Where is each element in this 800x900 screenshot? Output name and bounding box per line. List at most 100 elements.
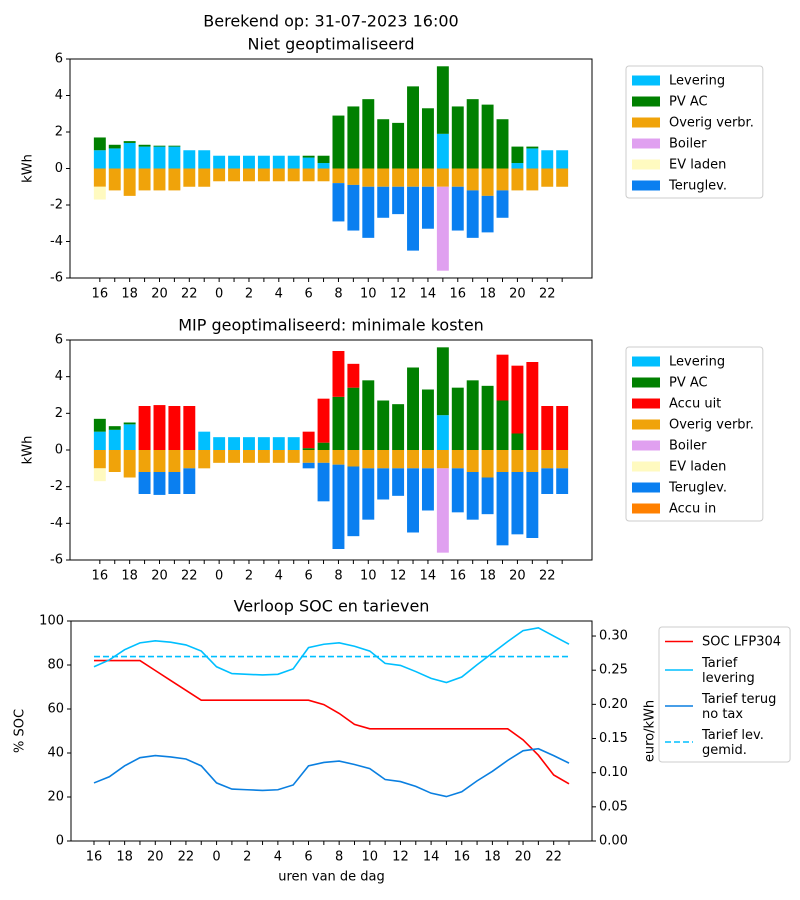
y-tick-label: 6	[55, 52, 63, 67]
legend-label: Levering	[669, 74, 725, 89]
bar	[436, 468, 449, 553]
bar	[213, 168, 226, 182]
bar	[481, 195, 494, 233]
bar	[332, 351, 345, 397]
bar	[93, 186, 106, 200]
bar	[243, 437, 255, 450]
bar	[317, 168, 330, 182]
x-tick-label: 18	[479, 569, 496, 584]
x-tick-label: 0	[212, 850, 220, 865]
bar	[198, 431, 211, 450]
x-tick-label: 8	[334, 569, 342, 584]
bar	[108, 144, 121, 149]
bar	[436, 347, 449, 416]
x-tick-label: 22	[539, 569, 556, 584]
bar	[481, 104, 494, 169]
y-tick-label: 6	[55, 333, 63, 348]
legend: Levering PV AC Accu uit Overig verbr. Boiler…	[625, 346, 764, 522]
bar	[332, 115, 345, 169]
bar	[272, 155, 285, 169]
bar	[108, 168, 121, 191]
legend-swatch	[632, 75, 660, 86]
x-tick-label: 22	[178, 850, 195, 865]
bar	[392, 168, 405, 187]
bar	[347, 466, 360, 537]
legend-swatch	[632, 377, 660, 388]
bar	[392, 450, 405, 469]
bar	[556, 450, 569, 469]
bar	[526, 362, 539, 450]
y2-tick-label: 0.10	[599, 765, 628, 780]
bar	[362, 450, 375, 469]
legend-swatch	[632, 96, 660, 107]
legend-swatch	[632, 356, 660, 367]
bar	[153, 450, 166, 472]
chart-title: MIP geoptimaliseerd: minimale kosten	[178, 316, 484, 335]
y-tick-label: 80	[47, 658, 64, 673]
bar	[287, 437, 300, 450]
bar	[451, 387, 464, 450]
x-tick-label: 8	[334, 287, 342, 302]
bar	[272, 168, 285, 182]
bar	[108, 450, 121, 472]
bar	[168, 406, 181, 450]
x-tick-label: 12	[390, 287, 407, 302]
bar	[93, 450, 106, 469]
bar	[138, 146, 151, 169]
bar	[541, 468, 554, 494]
bar	[317, 163, 330, 169]
y-tick-label: -4	[50, 516, 63, 531]
bar	[466, 99, 479, 169]
x-tick-label: 6	[304, 850, 312, 865]
bar	[526, 450, 539, 472]
bar	[541, 168, 554, 187]
bar	[377, 186, 390, 218]
bar	[93, 418, 106, 432]
bar	[317, 462, 330, 502]
legend-label: PV AC	[669, 376, 708, 391]
legend-swatch	[632, 159, 660, 170]
legend-swatch	[632, 180, 660, 191]
bar	[317, 442, 330, 450]
bar	[466, 168, 479, 191]
x-tick-label: 14	[420, 569, 437, 584]
bar	[362, 468, 375, 520]
bar	[317, 450, 330, 463]
bar	[511, 472, 524, 535]
bar	[257, 450, 270, 463]
bar	[496, 472, 509, 546]
legend-swatch	[632, 503, 660, 514]
y-tick-label: -2	[50, 479, 63, 494]
legend-box	[625, 346, 764, 522]
x-tick-label: 8	[335, 850, 343, 865]
legend-label: Levering	[669, 355, 725, 370]
y2-tick-label: 0.25	[599, 663, 628, 678]
bar	[93, 150, 106, 169]
bar	[287, 155, 300, 169]
x-tick-label: 20	[151, 287, 168, 302]
bar	[332, 450, 345, 465]
bar	[138, 168, 151, 191]
x-tick-label: 18	[484, 850, 501, 865]
x-tick-label: 2	[245, 287, 253, 302]
x-tick-label: 18	[116, 850, 133, 865]
y2-tick-label: 0.20	[599, 697, 628, 712]
bar	[392, 186, 405, 215]
bar	[436, 450, 449, 469]
x-tick-label: 22	[545, 850, 562, 865]
legend-label: Teruglev.	[668, 179, 727, 194]
bar	[347, 363, 360, 388]
x-tick-label: 22	[181, 287, 198, 302]
legend-label: EV laden	[669, 460, 726, 475]
bar	[496, 168, 509, 191]
x-tick-label: 16	[92, 287, 109, 302]
bar	[272, 437, 285, 450]
plot-frame	[70, 620, 593, 842]
x-tick-label: 10	[360, 287, 377, 302]
bar	[347, 184, 360, 231]
bar	[392, 404, 405, 450]
bar	[168, 145, 181, 147]
bar	[168, 146, 181, 169]
bar	[421, 468, 434, 511]
